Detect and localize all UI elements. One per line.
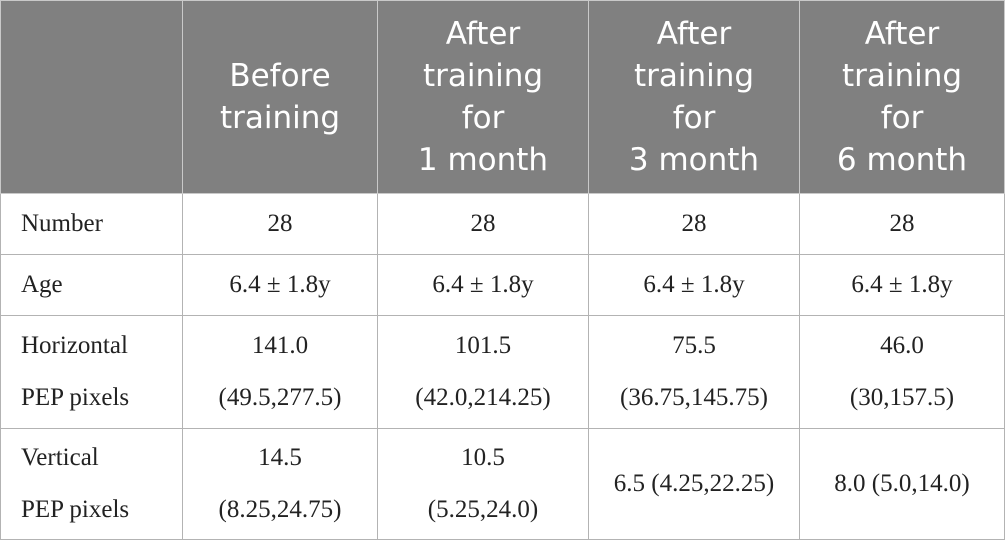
row-label: Vertical PEP pixels	[0, 428, 183, 540]
header-cell-before-training: Before training	[182, 0, 378, 194]
table-cell: 6.4 ± 1.8y	[182, 254, 378, 316]
table-row-horizontal-pep: Horizontal PEP pixels 141.0 (49.5,277.5)…	[0, 315, 1005, 429]
table-cell: 6.5 (4.25,22.25)	[588, 428, 800, 540]
header-cell-after-3-month: After training for 3 month	[588, 0, 800, 194]
table-row-age: Age 6.4 ± 1.8y 6.4 ± 1.8y 6.4 ± 1.8y 6.4…	[0, 254, 1005, 316]
table-cell: 28	[182, 193, 378, 255]
table-cell: 6.4 ± 1.8y	[799, 254, 1005, 316]
table-header: Before training After training for 1 mon…	[0, 0, 1005, 194]
header-cell-after-1-month: After training for 1 month	[377, 0, 589, 194]
table-cell: 6.4 ± 1.8y	[588, 254, 800, 316]
table-cell: 28	[377, 193, 589, 255]
table-cell: 14.5 (8.25,24.75)	[182, 428, 378, 540]
table-cell: 46.0 (30,157.5)	[799, 315, 1005, 429]
table-cell: 6.4 ± 1.8y	[377, 254, 589, 316]
table-cell: 75.5 (36.75,145.75)	[588, 315, 800, 429]
table-cell: 8.0 (5.0,14.0)	[799, 428, 1005, 540]
table-row-vertical-pep: Vertical PEP pixels 14.5 (8.25,24.75) 10…	[0, 428, 1005, 540]
row-label: Horizontal PEP pixels	[0, 315, 183, 429]
row-label: Number	[0, 193, 183, 255]
table-cell: 10.5 (5.25,24.0)	[377, 428, 589, 540]
table-row-number: Number 28 28 28 28	[0, 193, 1005, 255]
table-cell: 28	[799, 193, 1005, 255]
table-body: Number 28 28 28 28 Age 6.4 ± 1.8y 6.4 ± …	[0, 193, 1005, 540]
row-label: Age	[0, 254, 183, 316]
table-cell: 141.0 (49.5,277.5)	[182, 315, 378, 429]
header-row: Before training After training for 1 mon…	[0, 0, 1005, 194]
data-table: Before training After training for 1 mon…	[0, 0, 1005, 540]
header-cell-empty	[0, 0, 183, 194]
table-cell: 28	[588, 193, 800, 255]
header-cell-after-6-month: After training for 6 month	[799, 0, 1005, 194]
table-cell: 101.5 (42.0,214.25)	[377, 315, 589, 429]
